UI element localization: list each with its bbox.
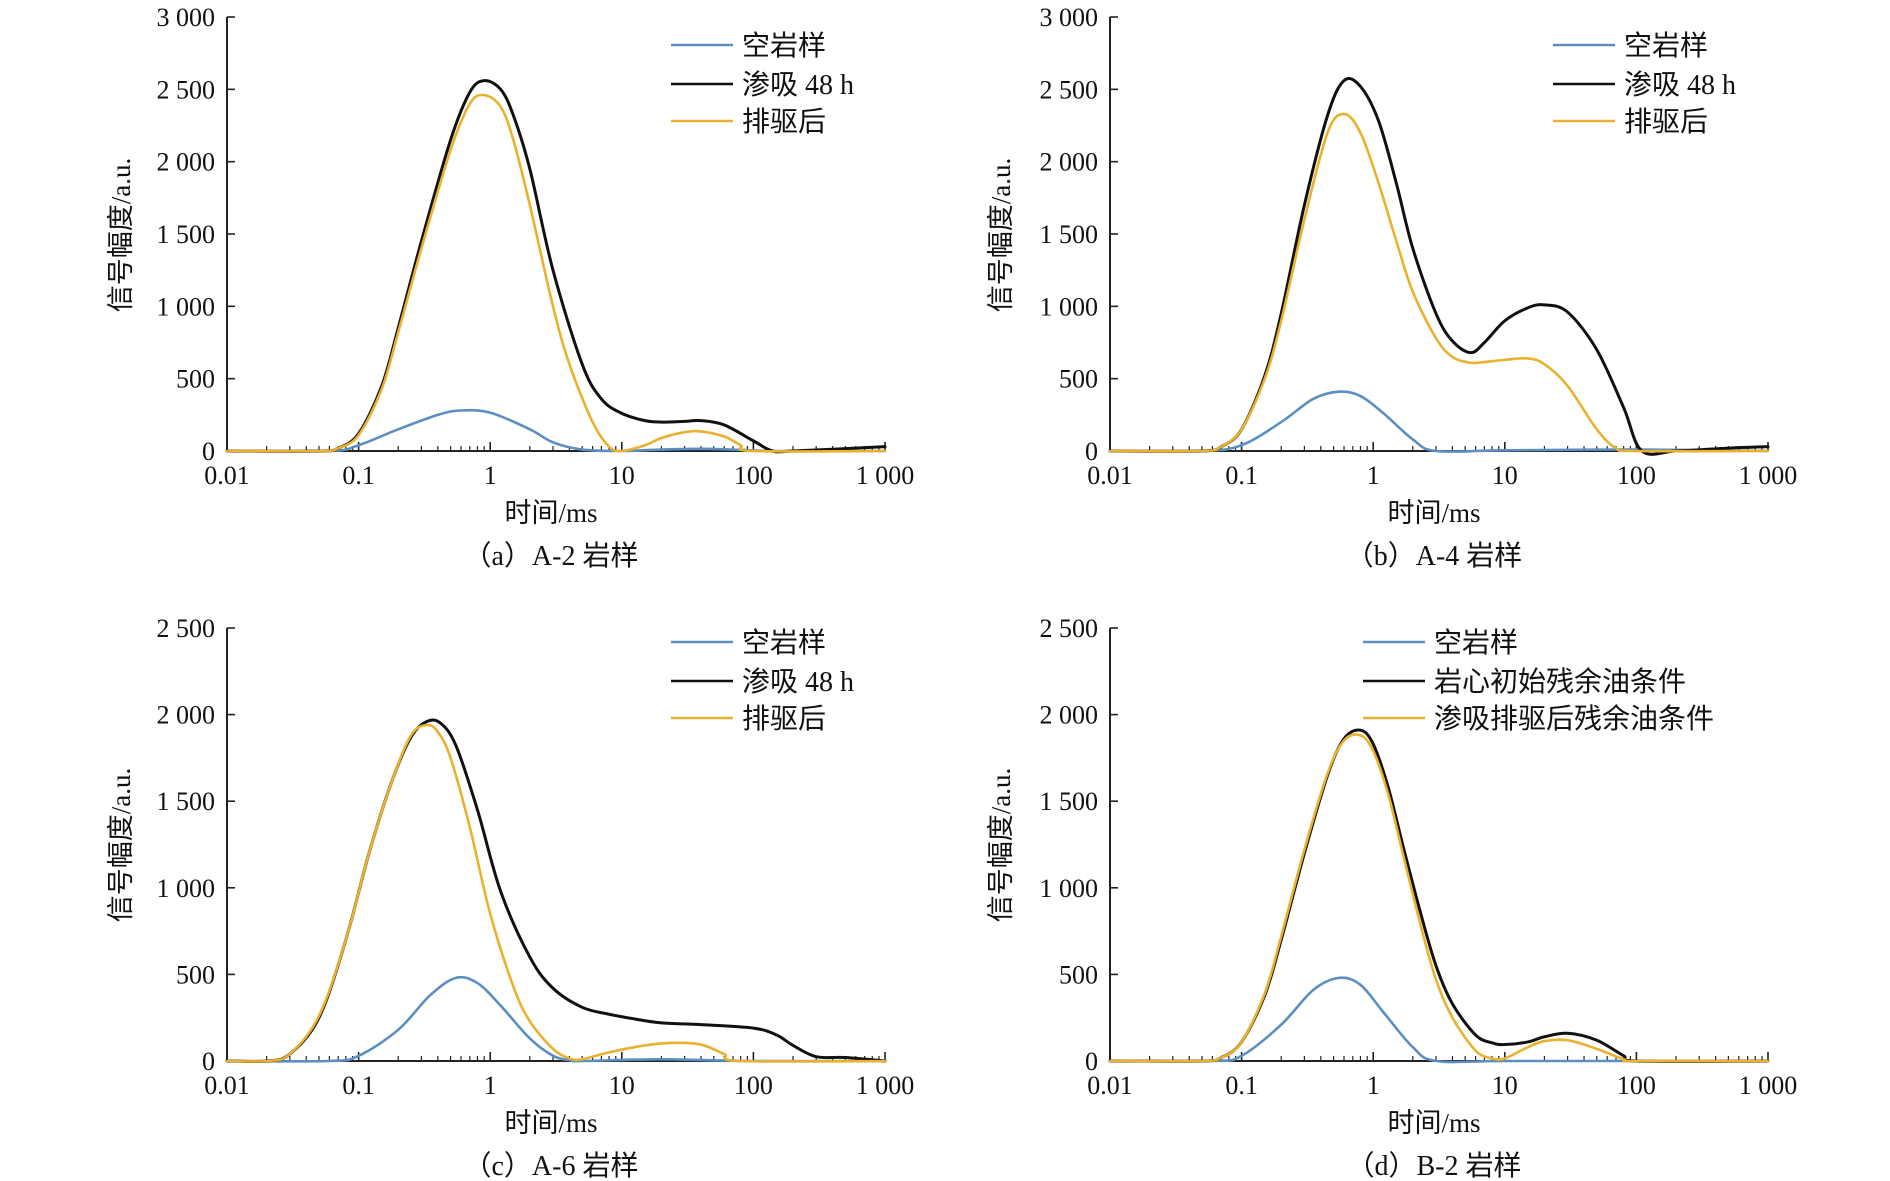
legend-label-drive: 排驱后 (1624, 106, 1708, 138)
y-tick-label: 1 500 (1040, 787, 1099, 816)
y-tick-label: 500 (176, 960, 215, 989)
x-tick-label: 10 (609, 461, 635, 490)
panel-a: 信号幅度/a.u. 时间/ms （a）A-2 岩样 0 500 1 000 1 500… (106, 3, 914, 572)
y-tick-label: 1 000 (157, 874, 216, 903)
legend-label-empty: 空岩样 (1624, 30, 1708, 62)
series-line-imbibition (1108, 728, 1770, 1063)
y-axis-title: 信号幅度/a.u. (986, 768, 1016, 923)
x-axis-title: 时间/ms (504, 498, 597, 528)
y-tick-label: 0 (1085, 437, 1098, 466)
x-axis-title: 时间/ms (1387, 1108, 1480, 1138)
x-tick-label: 0.01 (204, 461, 250, 490)
x-tick-label: 1 000 (856, 461, 915, 490)
y-tick-label: 2 000 (157, 148, 216, 177)
legend: 空岩样 渗吸 48 h 排驱后 (1553, 30, 1736, 138)
legend-label-empty: 空岩样 (742, 30, 826, 62)
y-tick-label: 1 500 (1040, 220, 1099, 249)
plot-area: 0 500 1 000 1 500 2 000 2 500 0.01 0.1 1 10 100 1 0… (1040, 614, 1798, 1100)
x-axis-title: 时间/ms (504, 1108, 597, 1138)
x-tick-label: 1 (1367, 1071, 1380, 1100)
series-line-empty (1108, 390, 1770, 453)
plot-area: 0 500 1 000 1 500 2 000 2 500 0.01 0.1 1 10 100 1 0… (157, 614, 915, 1100)
x-axis-title: 时间/ms (1387, 498, 1480, 528)
series-line-drive (1108, 733, 1770, 1063)
legend-label-imbibition: 渗吸 48 h (1624, 69, 1736, 101)
y-tick-label: 2 000 (1040, 148, 1099, 177)
y-tick-label: 3 000 (1040, 3, 1099, 32)
panel-b: 信号幅度/a.u. 时间/ms （b）A-4 岩样 0 500 1 000 1 500… (986, 3, 1797, 572)
series-line-drive (1108, 112, 1770, 453)
plot-area: 0 500 1 000 1 500 2 000 2 500 3 000 0.01 0.1 1 10 1… (1040, 3, 1798, 490)
legend: 空岩样 渗吸 48 h 排驱后 (671, 30, 854, 138)
x-tick-label: 0.01 (1087, 1071, 1133, 1100)
x-tick-label: 10 (1492, 461, 1518, 490)
y-tick-label: 500 (1059, 960, 1098, 989)
y-tick-label: 500 (1059, 365, 1098, 394)
y-tick-label: 2 000 (157, 701, 216, 730)
x-tick-label: 100 (1617, 461, 1656, 490)
y-tick-label: 0 (202, 1047, 215, 1076)
y-axis-title: 信号幅度/a.u. (106, 158, 136, 313)
x-tick-label: 1 000 (1739, 461, 1798, 490)
legend-label-drive: 排驱后 (742, 106, 826, 138)
y-tick-label: 2 500 (157, 75, 216, 104)
y-tick-label: 1 000 (157, 292, 216, 321)
series-line-empty (225, 975, 887, 1063)
y-tick-label: 500 (176, 365, 215, 394)
x-tick-label: 1 000 (1739, 1071, 1798, 1100)
series-line-drive (225, 723, 887, 1063)
y-tick-label: 1 500 (157, 787, 216, 816)
y-tick-label: 1 000 (1040, 292, 1099, 321)
legend: 空岩样 岩心初始残余油条件 渗吸排驱后残余油条件 (1363, 627, 1714, 735)
panel-caption: （a）A-2 岩样 (464, 540, 639, 572)
x-tick-label: 1 000 (856, 1071, 915, 1100)
legend-label-imbibition: 岩心初始残余油条件 (1434, 666, 1686, 698)
y-tick-label: 2 000 (1040, 701, 1099, 730)
x-tick-label: 100 (734, 461, 773, 490)
legend-label-drive: 排驱后 (742, 703, 826, 735)
legend-label-drive: 渗吸排驱后残余油条件 (1434, 703, 1714, 735)
x-tick-label: 1 (484, 461, 497, 490)
x-tick-label: 100 (734, 1071, 773, 1100)
legend-label-empty: 空岩样 (742, 627, 826, 659)
y-axis-title: 信号幅度/a.u. (986, 158, 1016, 313)
panel-d: 信号幅度/a.u. 时间/ms （d）B-2 岩样 0 500 1 000 1 500… (986, 614, 1797, 1181)
panel-c: 信号幅度/a.u. 时间/ms （c）A-6 岩样 0 500 1 000 1 500… (106, 614, 914, 1181)
y-tick-label: 3 000 (157, 3, 216, 32)
x-tick-label: 0.1 (342, 461, 375, 490)
y-tick-label: 2 500 (157, 614, 216, 643)
y-tick-label: 1 000 (1040, 874, 1099, 903)
series-line-drive (225, 93, 887, 453)
x-tick-label: 0.01 (204, 1071, 250, 1100)
x-tick-label: 0.1 (1225, 1071, 1258, 1100)
x-tick-label: 10 (609, 1071, 635, 1100)
x-tick-label: 100 (1617, 1071, 1656, 1100)
panel-caption: （c）A-6 岩样 (464, 1150, 639, 1181)
legend-label-empty: 空岩样 (1434, 627, 1518, 659)
plot-area: 0 500 1 000 1 500 2 000 2 500 3 000 0.01 0.1 1 10 1… (157, 3, 915, 490)
y-tick-label: 0 (202, 437, 215, 466)
legend-label-imbibition: 渗吸 48 h (742, 666, 854, 698)
legend: 空岩样 渗吸 48 h 排驱后 (671, 627, 854, 735)
y-axis-title: 信号幅度/a.u. (106, 768, 136, 923)
x-tick-label: 10 (1492, 1071, 1518, 1100)
legend-label-imbibition: 渗吸 48 h (742, 69, 854, 101)
y-tick-label: 2 500 (1040, 614, 1099, 643)
x-tick-label: 0.01 (1087, 461, 1133, 490)
panel-caption: （d）B-2 岩样 (1346, 1150, 1521, 1181)
series-line-imbibition (225, 718, 887, 1064)
y-tick-label: 2 500 (1040, 75, 1099, 104)
x-tick-label: 1 (1367, 461, 1380, 490)
series-line-empty (225, 408, 887, 453)
y-tick-label: 0 (1085, 1047, 1098, 1076)
x-tick-label: 0.1 (1225, 461, 1258, 490)
panel-caption: （b）A-4 岩样 (1346, 540, 1523, 572)
x-tick-label: 0.1 (342, 1071, 375, 1100)
y-tick-label: 1 500 (157, 220, 216, 249)
x-tick-label: 1 (484, 1071, 497, 1100)
series-line-empty (1108, 976, 1770, 1064)
